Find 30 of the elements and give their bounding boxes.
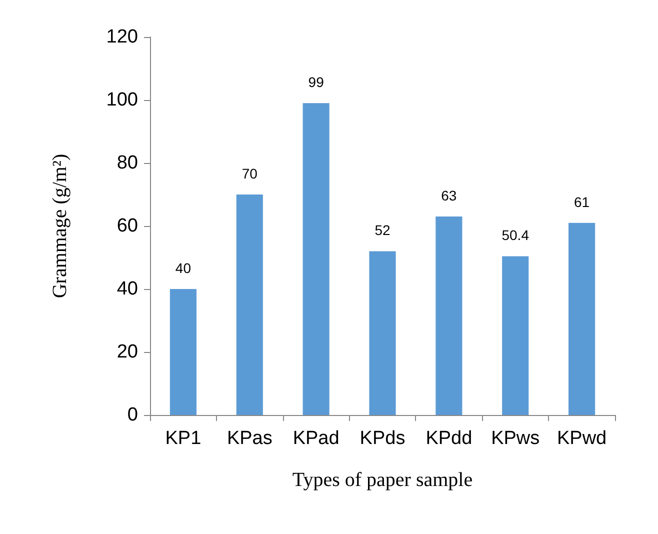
y-tick-label: 40 bbox=[116, 278, 138, 300]
y-tick-label: 100 bbox=[106, 90, 138, 110]
bar bbox=[568, 222, 596, 415]
bar bbox=[170, 289, 196, 415]
x-tick-label: KPdd bbox=[426, 428, 472, 449]
x-axis-title: Types of paper sample bbox=[292, 469, 473, 491]
y-tick-label: 0 bbox=[127, 404, 138, 426]
bar bbox=[236, 194, 263, 415]
x-tick-label: KPwd bbox=[556, 428, 607, 449]
y-tick-label: 120 bbox=[106, 26, 138, 48]
data-label: 61 bbox=[574, 194, 590, 210]
x-tick-label: KPad bbox=[292, 428, 340, 449]
data-label: 50.4 bbox=[502, 227, 530, 244]
data-label: 52 bbox=[374, 222, 390, 238]
bar bbox=[436, 216, 462, 415]
y-tick-label: 60 bbox=[116, 216, 138, 236]
x-tick-label: KPds bbox=[360, 428, 406, 449]
bar bbox=[369, 251, 396, 415]
data-label: 63 bbox=[441, 188, 457, 204]
y-axis-title: Grammage (g/m²) bbox=[49, 154, 71, 298]
x-tick-label: KPas bbox=[226, 428, 272, 449]
y-tick-label: 80 bbox=[116, 152, 138, 174]
data-label: 40 bbox=[175, 260, 192, 276]
x-tick-label: KPws bbox=[491, 428, 540, 449]
data-label: 70 bbox=[242, 166, 258, 182]
bar bbox=[502, 256, 529, 415]
data-label: 99 bbox=[308, 74, 324, 90]
y-tick-label: 20 bbox=[116, 342, 138, 362]
bar bbox=[302, 103, 330, 415]
x-tick-label: KP1 bbox=[165, 428, 202, 449]
